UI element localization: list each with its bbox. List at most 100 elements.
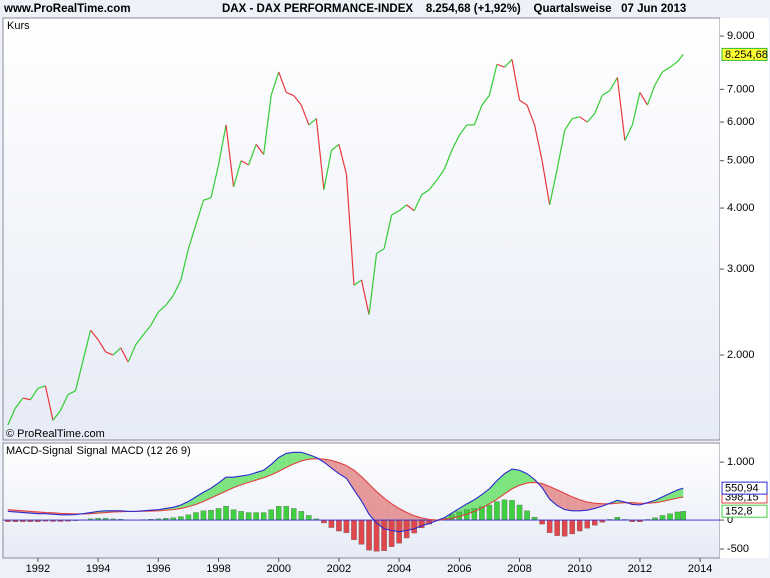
price-segment bbox=[481, 94, 490, 106]
macd-fill bbox=[263, 464, 272, 478]
price-segment bbox=[428, 179, 438, 191]
x-tick-label: 2004 bbox=[387, 563, 411, 575]
price-segment bbox=[105, 351, 114, 356]
price-segment bbox=[669, 61, 678, 68]
price-segment bbox=[67, 390, 76, 396]
price-segment bbox=[150, 311, 159, 326]
price-segment bbox=[383, 214, 393, 249]
macd-fill bbox=[256, 470, 264, 481]
histogram-bar bbox=[336, 519, 342, 532]
histogram-bar bbox=[275, 505, 282, 521]
histogram-bar bbox=[208, 510, 214, 521]
price-segment bbox=[451, 134, 460, 151]
x-tick-label: 2010 bbox=[567, 563, 591, 575]
price-segment bbox=[203, 197, 212, 201]
price-segment bbox=[225, 124, 235, 187]
histogram-bar bbox=[178, 516, 184, 521]
price-segment bbox=[37, 385, 46, 389]
x-tick-label: 1994 bbox=[86, 563, 110, 575]
x-tick-label: 2008 bbox=[507, 563, 531, 575]
price-segment bbox=[52, 410, 61, 421]
histogram-bar bbox=[614, 517, 621, 521]
macd-fill bbox=[188, 496, 196, 507]
macd-fill bbox=[210, 482, 219, 499]
histogram-bar bbox=[238, 511, 244, 521]
price-segment bbox=[345, 174, 355, 286]
y-tick-label: 1.000 bbox=[727, 456, 755, 468]
indicator-line bbox=[7, 451, 684, 533]
macd-fill bbox=[233, 476, 242, 488]
price-segment bbox=[22, 397, 31, 401]
price-segment bbox=[300, 104, 310, 126]
value-label-box bbox=[721, 481, 768, 495]
price-segment bbox=[270, 71, 280, 96]
x-tick-label: 1992 bbox=[26, 563, 50, 575]
histogram-bar bbox=[501, 499, 508, 521]
histogram-bar bbox=[253, 512, 259, 521]
price-segment bbox=[248, 144, 257, 166]
x-tick-label: 1996 bbox=[146, 563, 170, 575]
site-name: www.ProRealTime.com bbox=[3, 3, 131, 15]
macd-fill bbox=[489, 480, 497, 504]
macd-fill bbox=[670, 489, 678, 500]
histogram-bar bbox=[659, 515, 666, 521]
price-segment bbox=[331, 143, 340, 151]
macd-fill bbox=[662, 493, 671, 502]
histogram-bar bbox=[388, 519, 395, 547]
histogram-bar bbox=[260, 512, 267, 521]
histogram-bar bbox=[509, 500, 515, 521]
price-segment bbox=[496, 63, 505, 68]
macd-fill bbox=[677, 488, 684, 499]
price-segment bbox=[90, 329, 99, 341]
x-tick-label: 2006 bbox=[447, 563, 471, 575]
histogram-bar bbox=[193, 512, 199, 521]
macd-fill bbox=[594, 503, 603, 509]
price-segment bbox=[217, 124, 227, 166]
macd-fill bbox=[293, 452, 302, 464]
price-segment bbox=[187, 224, 197, 250]
macd-fill bbox=[361, 476, 370, 515]
macd-fill bbox=[549, 486, 558, 506]
price-segment bbox=[263, 95, 272, 155]
histogram-bar bbox=[554, 519, 560, 536]
value-label: 152,8 bbox=[725, 506, 753, 518]
x-tick-label: 2002 bbox=[327, 563, 351, 575]
macd-fill bbox=[286, 452, 294, 468]
value-label: 550,94 bbox=[725, 483, 759, 495]
histogram-bar bbox=[306, 515, 312, 521]
price-segment bbox=[541, 160, 551, 205]
price-segment bbox=[458, 124, 468, 136]
price-segment bbox=[338, 144, 348, 175]
price-segment bbox=[564, 118, 573, 131]
price-segment bbox=[654, 71, 664, 86]
histogram-bar bbox=[245, 512, 252, 521]
price-segment bbox=[195, 200, 205, 225]
histogram-bar bbox=[584, 519, 591, 529]
legend-label: MACD (12 26 9) bbox=[111, 445, 190, 457]
histogram-bar bbox=[185, 514, 192, 521]
price-segment bbox=[413, 194, 423, 211]
price-segment bbox=[443, 150, 453, 170]
macd-fill bbox=[564, 493, 573, 511]
histogram-bar bbox=[200, 510, 207, 521]
histogram-bar bbox=[539, 519, 545, 525]
price-segment bbox=[549, 169, 558, 206]
price-segment bbox=[293, 95, 302, 106]
price-segment bbox=[504, 59, 513, 68]
indicator-line bbox=[7, 458, 684, 521]
price-segment bbox=[44, 385, 54, 421]
x-tick-label: 1998 bbox=[206, 563, 230, 575]
histogram-bar bbox=[343, 519, 350, 533]
histogram-bar bbox=[268, 509, 274, 521]
legend-label: Signal bbox=[77, 445, 108, 457]
price-segment bbox=[646, 84, 656, 106]
x-tick-label: 2012 bbox=[628, 563, 652, 575]
price-segment bbox=[157, 304, 167, 313]
x-tick-label: 2014 bbox=[688, 563, 712, 575]
chart-title: DAX - DAX PERFORMANCE-INDEX 8.254,68 (+1… bbox=[222, 3, 686, 15]
price-panel bbox=[2, 17, 721, 441]
histogram-bar bbox=[328, 519, 335, 528]
y-tick-label: 5.000 bbox=[727, 155, 755, 167]
legend-label: MACD-Signal bbox=[6, 445, 73, 457]
